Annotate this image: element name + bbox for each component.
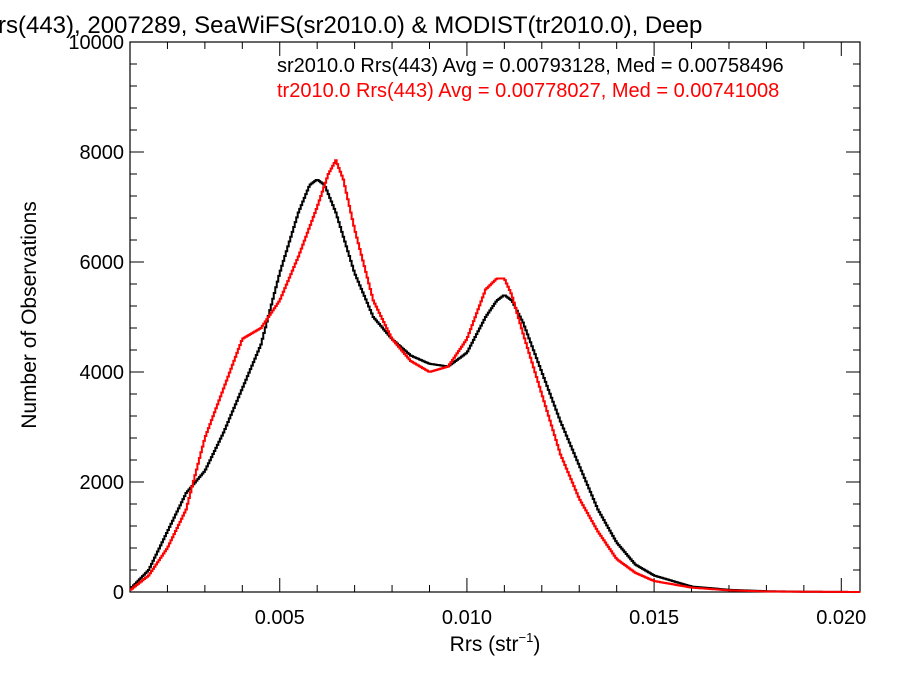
y-tick-label: 4000	[80, 362, 125, 384]
y-axis-label: Number of Observations	[18, 201, 41, 429]
plot-frame	[129, 41, 861, 593]
x-tick-label: 0.010	[442, 607, 492, 629]
y-tick-label: 6000	[80, 252, 125, 274]
x-tick-label: 0.005	[255, 607, 305, 629]
legend-entry-sr2010: sr2010.0 Rrs(443) Avg = 0.00793128, Med …	[277, 55, 784, 77]
x-axis-label-main: Rrs (str	[450, 633, 519, 656]
y-tick-label: 0	[113, 582, 124, 604]
x-axis-label-end: )	[533, 633, 540, 656]
y-axis-ticks: 0 2000 4000 6000 8000 10000	[68, 32, 860, 604]
legend-entry-tr2010: tr2010.0 Rrs(443) Avg = 0.00778027, Med …	[277, 80, 779, 102]
x-axis-ticks: 0.005 0.010 0.015 0.020	[166, 42, 866, 629]
y-tick-label: 8000	[80, 142, 125, 164]
x-axis-label-superscript: −1	[519, 630, 534, 645]
series-tr2010-step-line	[130, 159, 861, 593]
y-tick-label: 10000	[68, 32, 124, 54]
series-layer	[130, 159, 861, 593]
x-tick-label: 0.015	[629, 607, 679, 629]
chart-title: rs(443), 2007289, SeaWiFS(sr2010.0) & MO…	[0, 12, 702, 39]
series-sr2010-step-line	[130, 179, 861, 593]
y-tick-label: 2000	[80, 472, 125, 494]
x-tick-label: 0.020	[816, 607, 866, 629]
x-axis-label: Rrs (str−1)	[450, 630, 541, 656]
